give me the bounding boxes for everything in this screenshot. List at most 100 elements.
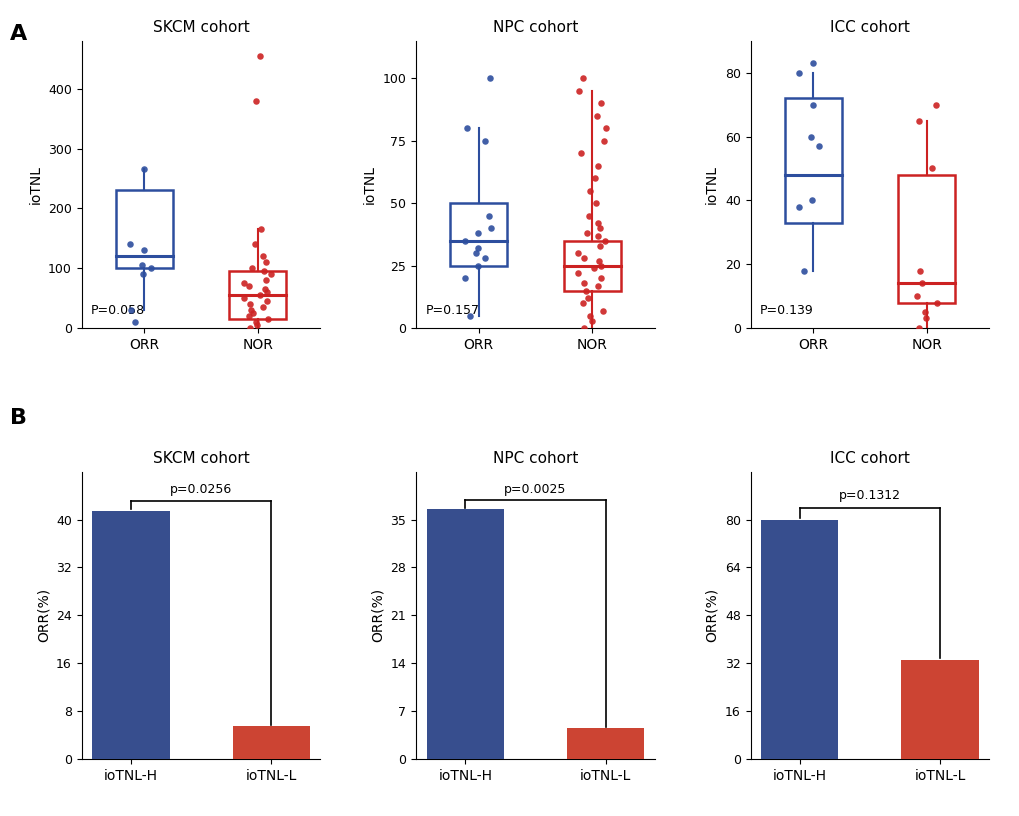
Text: p=0.0256: p=0.0256 — [170, 483, 232, 496]
Point — [143, 262, 159, 275]
Title: ICC cohort: ICC cohort — [829, 451, 909, 466]
Point — [576, 322, 592, 335]
Point — [263, 268, 279, 281]
Bar — [760, 520, 838, 759]
Point — [570, 246, 586, 259]
Point — [810, 140, 826, 153]
Point — [804, 98, 820, 111]
Point — [573, 147, 589, 160]
Point — [591, 254, 607, 267]
Point — [579, 291, 595, 304]
Point — [570, 267, 586, 280]
Point — [244, 262, 260, 275]
Point — [910, 114, 926, 127]
Bar — [784, 98, 841, 223]
Point — [917, 312, 933, 325]
Y-axis label: ORR(%): ORR(%) — [371, 588, 384, 642]
Y-axis label: ORR(%): ORR(%) — [37, 588, 50, 642]
Point — [133, 259, 150, 272]
Title: NPC cohort: NPC cohort — [492, 20, 578, 35]
Point — [596, 134, 612, 147]
Point — [252, 49, 268, 62]
Point — [256, 264, 272, 277]
Point — [481, 72, 497, 85]
Point — [259, 286, 275, 299]
Point — [243, 304, 259, 317]
Point — [585, 262, 601, 275]
Point — [575, 251, 591, 264]
Point — [589, 279, 605, 292]
Point — [255, 300, 271, 313]
Text: A: A — [10, 24, 28, 45]
Point — [240, 309, 257, 322]
Point — [589, 229, 605, 242]
Point — [592, 97, 608, 110]
Point — [592, 272, 608, 285]
Point — [795, 264, 811, 277]
Point — [589, 109, 605, 122]
Point — [459, 122, 475, 135]
Bar — [564, 241, 621, 290]
Point — [913, 277, 929, 290]
Text: p=0.1312: p=0.1312 — [839, 489, 900, 502]
Text: P=0.058: P=0.058 — [91, 304, 145, 317]
Point — [135, 268, 151, 281]
Point — [122, 304, 139, 317]
Bar — [901, 660, 977, 759]
Point — [248, 94, 264, 107]
Bar — [567, 728, 643, 759]
Point — [257, 282, 273, 295]
Point — [470, 242, 486, 255]
Point — [470, 227, 486, 240]
Text: P=0.157: P=0.157 — [425, 304, 479, 317]
Point — [802, 130, 818, 143]
Point — [461, 309, 477, 322]
Point — [255, 250, 271, 263]
Bar — [115, 190, 172, 268]
Point — [911, 264, 927, 277]
Point — [483, 222, 499, 235]
Point — [245, 307, 261, 320]
Point — [136, 163, 152, 176]
Point — [240, 280, 257, 293]
Point — [582, 309, 598, 322]
Point — [578, 227, 594, 240]
Point — [575, 296, 591, 309]
Point — [468, 246, 484, 259]
Y-axis label: ioTNL: ioTNL — [29, 165, 43, 204]
Bar — [427, 509, 503, 759]
Text: B: B — [10, 408, 28, 428]
Point — [253, 223, 269, 236]
Point — [804, 56, 820, 69]
Point — [469, 259, 485, 272]
Bar — [93, 511, 169, 759]
Point — [589, 216, 605, 229]
Point — [915, 305, 931, 318]
Point — [803, 194, 819, 207]
Point — [136, 244, 152, 257]
Point — [257, 255, 273, 268]
Point — [587, 197, 603, 210]
Point — [591, 239, 607, 252]
Y-axis label: ORR(%): ORR(%) — [704, 588, 718, 642]
Point — [589, 159, 605, 172]
Point — [791, 66, 807, 79]
Point — [791, 200, 807, 213]
Point — [242, 298, 258, 311]
Point — [257, 273, 273, 286]
Point — [235, 277, 252, 290]
Point — [582, 184, 598, 197]
Point — [477, 134, 493, 147]
Title: SKCM cohort: SKCM cohort — [153, 451, 250, 466]
Point — [923, 162, 940, 175]
Point — [597, 122, 613, 135]
Bar — [449, 203, 506, 265]
Point — [457, 234, 473, 247]
Point — [259, 295, 275, 308]
Point — [242, 322, 258, 335]
Point — [126, 316, 143, 329]
Point — [597, 234, 613, 247]
Bar — [898, 175, 955, 303]
Point — [910, 322, 926, 335]
Point — [928, 296, 945, 309]
